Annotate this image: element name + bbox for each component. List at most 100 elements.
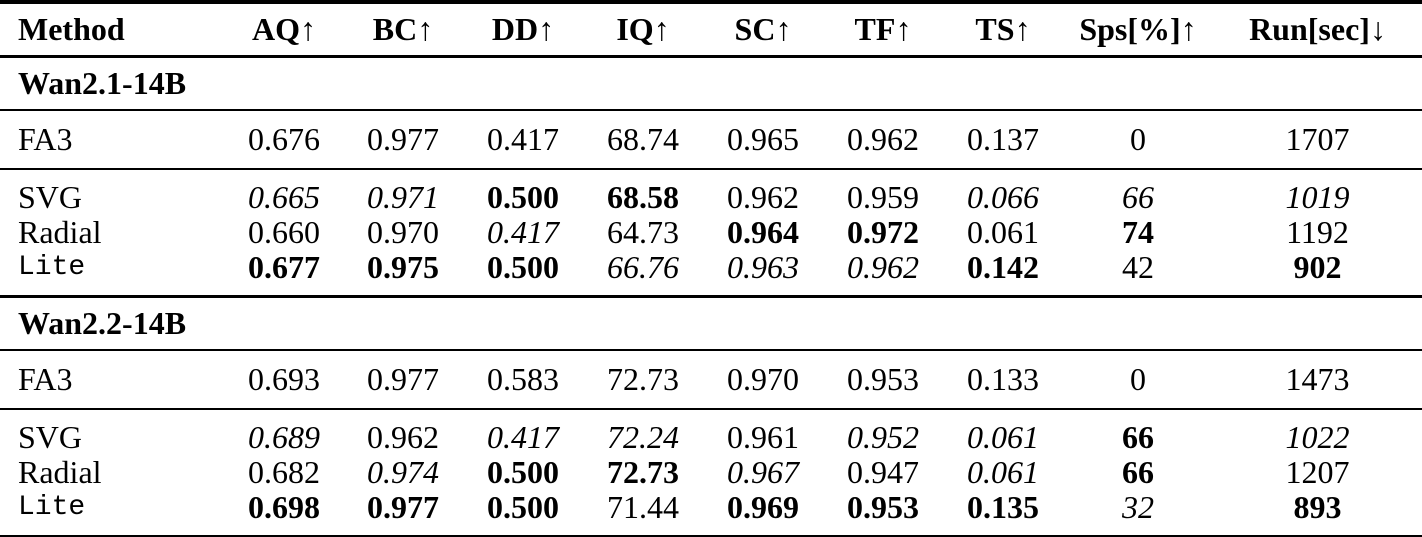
table-row-lite: Lite 0.698 0.977 0.500 71.44 0.969 0.953 0.135 3… (0, 490, 1422, 537)
col-header-run: Run[sec]↓ (1213, 2, 1422, 58)
value-cell-aq: 0.676 (225, 110, 343, 170)
value-cell-sps: 0 (1063, 110, 1213, 170)
value-cell-runsec: 902 (1213, 250, 1422, 298)
value-cell-iq: 64.73 (607, 214, 679, 250)
value-cell-sps: 74 (1122, 214, 1154, 250)
value-cell-tf: 0.972 (847, 214, 919, 250)
table-row-svg: SVG 0.689 0.962 0.417 72.24 0.961 0.952 0.061 66… (0, 409, 1422, 455)
up-arrow-icon: ↑ (1180, 11, 1197, 47)
value-cell-bc: 0.977 (343, 110, 463, 170)
value-cell-sc: 0.963 (703, 250, 823, 298)
method-cell: Radial (18, 454, 102, 490)
value-cell-runsec: 893 (1213, 490, 1422, 537)
value-cell-aq: 0.689 (248, 419, 320, 455)
col-header-iq: IQ↑ (583, 2, 703, 58)
value-cell-runsec: 1192 (1286, 214, 1349, 250)
value-cell-sps: 66 (1122, 419, 1154, 455)
table-row-lite: Lite 0.677 0.975 0.500 66.76 0.963 0.962 0.142 4… (0, 250, 1422, 298)
table-row-radial: Radial 0.682 0.974 0.500 72.73 0.967 0.947 0.06… (0, 455, 1422, 490)
table-row-svg: SVG 0.665 0.971 0.500 68.58 0.962 0.959 0.066 66… (0, 169, 1422, 215)
table-row-radial: Radial 0.660 0.970 0.417 64.73 0.964 0.972 0.06… (0, 215, 1422, 250)
value-cell-sps: 32 (1063, 490, 1213, 537)
value-cell-aq: 0.693 (225, 350, 343, 410)
up-arrow-icon: ↑ (775, 11, 792, 47)
col-header-tf: TF↑ (823, 2, 943, 58)
col-header-ts: TS↑ (943, 2, 1063, 58)
method-cell: FA3 (0, 350, 225, 410)
col-header-dd: DD↑ (463, 2, 583, 58)
section-title: Wan2.2-14B (0, 296, 1422, 351)
value-cell-ts: 0.142 (943, 250, 1063, 298)
value-cell-iq: 72.24 (607, 419, 679, 455)
value-cell-runsec: 1707 (1213, 110, 1422, 170)
value-cell-sps: 66 (1122, 454, 1154, 490)
value-cell-tf: 0.952 (847, 419, 919, 455)
value-cell-iq: 68.58 (607, 179, 679, 215)
table-row-fa3: FA3 0.676 0.977 0.417 68.74 0.965 0.962 0.137 0 1… (0, 110, 1422, 170)
up-arrow-icon: ↑ (538, 11, 555, 47)
value-cell-dd: 0.417 (463, 110, 583, 170)
value-cell-iq: 66.76 (583, 250, 703, 298)
value-cell-bc: 0.977 (343, 350, 463, 410)
value-cell-runsec: 1207 (1285, 454, 1350, 490)
col-header-method: Method (0, 2, 225, 58)
table-row-fa3: FA3 0.693 0.977 0.583 72.73 0.970 0.953 0.133 0 1… (0, 350, 1422, 410)
value-cell-runsec: 1022 (1285, 419, 1350, 455)
value-cell-dd: 0.417 (487, 214, 559, 250)
value-cell-sps: 42 (1063, 250, 1213, 298)
value-cell-runsec: 1473 (1213, 350, 1422, 410)
value-cell-tf: 0.953 (823, 490, 943, 537)
up-arrow-icon: ↑ (1014, 11, 1031, 47)
value-cell-iq: 72.73 (607, 454, 679, 490)
value-cell-aq: 0.677 (225, 250, 343, 298)
col-header-bc: BC↑ (343, 2, 463, 58)
up-arrow-icon: ↑ (300, 11, 316, 47)
value-cell-ts: 0.061 (967, 454, 1039, 490)
value-cell-iq: 71.44 (583, 490, 703, 537)
value-cell-tf: 0.962 (823, 110, 943, 170)
value-cell-dd: 0.500 (463, 250, 583, 298)
up-arrow-icon: ↑ (417, 11, 434, 47)
value-cell-sc: 0.961 (727, 419, 799, 455)
value-cell-ts: 0.137 (943, 110, 1063, 170)
value-cell-sps: 0 (1063, 350, 1213, 410)
method-cell: Lite (0, 250, 225, 298)
method-cell: SVG (18, 419, 83, 455)
value-cell-bc: 0.974 (367, 454, 439, 490)
value-cell-bc: 0.975 (343, 250, 463, 298)
value-cell-sc: 0.962 (727, 179, 799, 215)
value-cell-dd: 0.583 (463, 350, 583, 410)
value-cell-sc: 0.969 (703, 490, 823, 537)
up-arrow-icon: ↑ (895, 11, 912, 47)
value-cell-aq: 0.665 (248, 179, 320, 215)
value-cell-runsec: 1019 (1285, 179, 1350, 215)
value-cell-ts: 0.135 (943, 490, 1063, 537)
value-cell-dd: 0.500 (487, 179, 559, 215)
value-cell-ts: 0.133 (943, 350, 1063, 410)
value-cell-bc: 0.971 (367, 179, 439, 215)
value-cell-dd: 0.500 (463, 490, 583, 537)
value-cell-tf: 0.962 (823, 250, 943, 298)
value-cell-sc: 0.970 (703, 350, 823, 410)
down-arrow-icon: ↓ (1369, 11, 1386, 47)
value-cell-aq: 0.682 (248, 454, 320, 490)
value-cell-aq: 0.698 (225, 490, 343, 537)
method-cell: FA3 (0, 110, 225, 170)
col-header-aq: AQ↑ (225, 2, 343, 58)
value-cell-bc: 0.977 (343, 490, 463, 537)
header-row: Method AQ↑ BC↑ DD↑ IQ↑ SC↑ TF↑ TS↑ Sps[%… (0, 2, 1422, 58)
method-cell: Lite (0, 490, 225, 537)
value-cell-tf: 0.953 (823, 350, 943, 410)
value-cell-dd: 0.500 (487, 454, 559, 490)
col-header-sps: Sps[%]↑ (1063, 2, 1213, 58)
value-cell-sc: 0.967 (727, 454, 799, 490)
value-cell-dd: 0.417 (487, 419, 559, 455)
value-cell-bc: 0.962 (367, 419, 439, 455)
value-cell-bc: 0.970 (367, 214, 439, 250)
section-title: Wan2.1-14B (0, 56, 1422, 111)
method-cell: SVG (18, 179, 83, 215)
up-arrow-icon: ↑ (653, 11, 670, 47)
value-cell-tf: 0.947 (847, 454, 919, 490)
